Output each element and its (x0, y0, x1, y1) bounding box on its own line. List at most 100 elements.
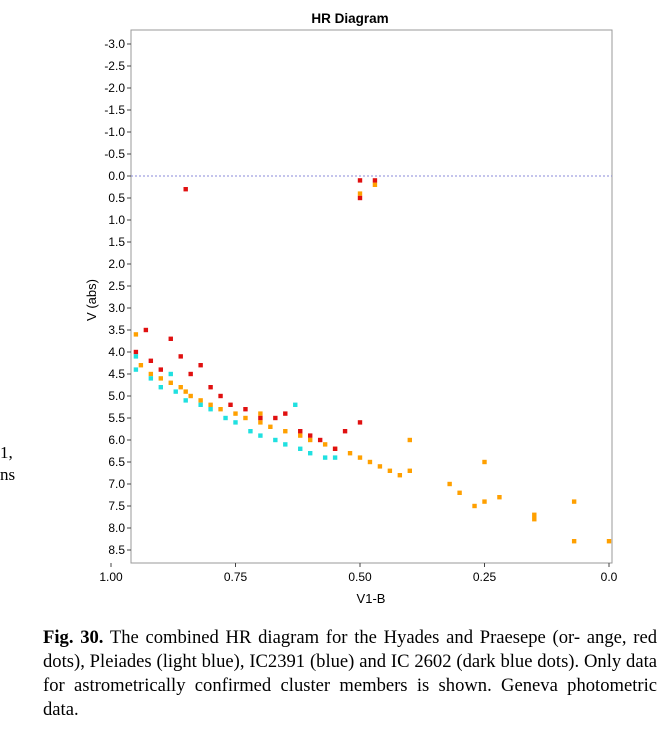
data-point (397, 473, 403, 478)
data-point (571, 539, 577, 544)
data-point (258, 433, 263, 438)
data-point (158, 385, 163, 390)
data-point (298, 429, 303, 434)
data-point (357, 191, 363, 196)
data-point (183, 398, 188, 403)
x-tick-label: 0.0 (601, 570, 618, 584)
data-point (571, 499, 577, 504)
data-point (273, 437, 278, 443)
cropped-text-fragment: 1, (0, 443, 13, 462)
data-point (208, 402, 213, 407)
data-point (308, 433, 313, 438)
y-tick-label: 8.5 (108, 543, 125, 557)
data-point (133, 367, 139, 372)
data-point (447, 481, 452, 487)
data-point (298, 433, 303, 438)
y-tick-label: -1.5 (104, 103, 125, 117)
data-point (198, 398, 203, 403)
hr-diagram-chart: HR Diagram -3.0 -2.5 -2.0 -1.5 -1.0 -0.5 0.0 0.… (84, 11, 618, 606)
data-point (133, 354, 139, 359)
data-point (482, 459, 487, 465)
data-point (283, 411, 288, 416)
data-point (532, 512, 537, 517)
data-point (342, 429, 348, 434)
data-point (322, 455, 328, 460)
y-tick-label: 6.5 (108, 455, 125, 469)
data-point (308, 451, 313, 456)
y-tick-label: 6.0 (108, 433, 125, 447)
data-points (133, 178, 612, 544)
cropped-text-fragment: ns (0, 465, 16, 484)
data-point (482, 499, 487, 504)
y-tick-label: 2.5 (108, 279, 125, 293)
data-point (208, 385, 213, 390)
x-tick-label: 0.75 (224, 570, 248, 584)
data-point (298, 446, 303, 451)
y-tick-label: 0.0 (108, 169, 125, 183)
y-tick-label: -2.5 (104, 59, 125, 73)
data-point (218, 393, 223, 399)
y-tick-label: -2.0 (104, 81, 125, 95)
data-point (148, 358, 154, 363)
data-point (357, 195, 363, 201)
y-tick-label: -1.0 (104, 125, 125, 139)
y-tick-label: 3.5 (108, 323, 125, 337)
data-point (532, 517, 537, 522)
data-point (158, 376, 163, 381)
y-tick-label: 8.0 (108, 521, 125, 535)
data-point (183, 389, 188, 394)
data-point (308, 437, 313, 443)
y-tick-label: -0.5 (104, 147, 125, 161)
data-point (188, 393, 193, 399)
data-point (148, 371, 154, 377)
y-tick-label: 2.0 (108, 257, 125, 271)
data-point (233, 420, 238, 425)
caption-label: Fig. 30. (43, 627, 104, 648)
data-point (457, 490, 462, 495)
data-point (293, 402, 298, 407)
data-point (387, 468, 393, 473)
data-point (258, 420, 263, 425)
data-point (497, 495, 502, 500)
data-point (138, 363, 144, 368)
x-tick-label: 0.50 (348, 570, 372, 584)
data-point (347, 451, 353, 456)
data-point (228, 402, 233, 407)
data-point (258, 415, 263, 421)
data-point (223, 415, 228, 421)
y-tick-label: 1.0 (108, 213, 125, 227)
data-point (372, 178, 378, 183)
data-point (357, 178, 363, 183)
x-axis-ticks: 1.751.501.251.000.750.500.250.0 (99, 563, 618, 584)
data-point (372, 182, 378, 187)
data-point (173, 389, 178, 394)
data-point (357, 420, 363, 425)
data-point (273, 415, 278, 421)
y-tick-label: 7.5 (108, 499, 125, 513)
data-point (377, 464, 383, 469)
y-tick-label: 5.0 (108, 389, 125, 403)
plot-area (130, 29, 613, 564)
y-tick-label: 1.5 (108, 235, 125, 249)
data-point (407, 437, 412, 443)
data-point (248, 429, 253, 434)
data-point (317, 437, 323, 443)
data-point (332, 455, 338, 460)
data-point (233, 411, 238, 416)
data-point (243, 407, 248, 412)
data-point (168, 371, 173, 377)
y-tick-label: -3.0 (104, 37, 125, 51)
data-point (143, 327, 149, 333)
data-point (407, 468, 412, 473)
y-tick-label: 4.5 (108, 367, 125, 381)
data-point (208, 407, 213, 412)
data-point (198, 402, 203, 407)
data-point (218, 407, 223, 412)
data-point (367, 459, 373, 465)
data-point (168, 380, 173, 385)
data-point (472, 503, 477, 509)
data-point (258, 411, 263, 416)
data-point (188, 371, 193, 377)
y-axis-label: V (abs) (84, 279, 99, 321)
data-point (198, 363, 203, 368)
